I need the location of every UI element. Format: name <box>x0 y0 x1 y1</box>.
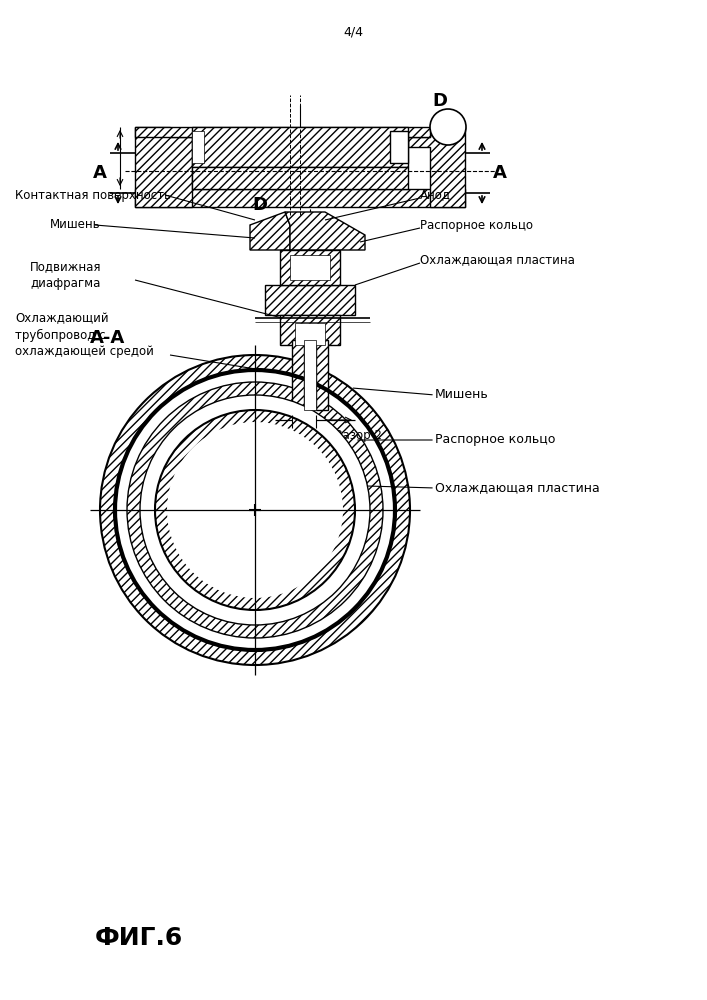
Text: A-A: A-A <box>90 329 125 347</box>
Text: D: D <box>252 196 267 214</box>
Bar <box>390 131 408 163</box>
Text: Контактная поверхность: Контактная поверхность <box>15 188 171 202</box>
Text: Охлаждающий
трубопровод с
охлаждающей средой: Охлаждающий трубопровод с охлаждающей ср… <box>15 312 154 358</box>
Polygon shape <box>135 127 192 207</box>
Text: Мишень: Мишень <box>50 219 100 232</box>
Text: Мишень: Мишень <box>435 388 489 401</box>
Text: Подвижная
диафрагма: Подвижная диафрагма <box>30 260 102 290</box>
Bar <box>292 340 304 410</box>
Text: Зазор 2: Зазор 2 <box>334 428 382 442</box>
Text: A: A <box>493 164 507 182</box>
Circle shape <box>155 410 355 610</box>
Circle shape <box>100 355 410 665</box>
Bar <box>192 131 204 163</box>
Bar <box>290 255 330 280</box>
Bar <box>265 285 355 315</box>
Bar <box>295 323 325 345</box>
Text: Анод: Анод <box>420 188 451 202</box>
Bar <box>192 127 408 167</box>
Circle shape <box>127 382 383 638</box>
Bar <box>280 250 340 285</box>
Circle shape <box>430 109 466 145</box>
Circle shape <box>140 395 370 625</box>
Text: Зазор 1: Зазор 1 <box>230 428 277 442</box>
Bar <box>316 340 328 410</box>
Text: ФИГ.6: ФИГ.6 <box>95 926 183 950</box>
Bar <box>280 315 340 345</box>
Bar <box>304 340 316 410</box>
Text: A: A <box>93 164 107 182</box>
Polygon shape <box>285 212 365 250</box>
Text: Распорное кольцо: Распорное кольцо <box>435 434 556 446</box>
Polygon shape <box>408 127 465 207</box>
Circle shape <box>115 370 395 650</box>
Circle shape <box>167 422 343 598</box>
Bar <box>192 167 408 189</box>
Text: 4/4: 4/4 <box>343 25 363 38</box>
Text: D: D <box>433 92 448 110</box>
Text: Охлаждающая пластина: Охлаждающая пластина <box>420 253 575 266</box>
Text: Распорное кольцо: Распорное кольцо <box>420 219 533 232</box>
Bar <box>135 127 430 137</box>
Text: Охлаждающая пластина: Охлаждающая пластина <box>435 482 600 494</box>
Polygon shape <box>250 212 290 250</box>
Bar <box>135 189 465 207</box>
